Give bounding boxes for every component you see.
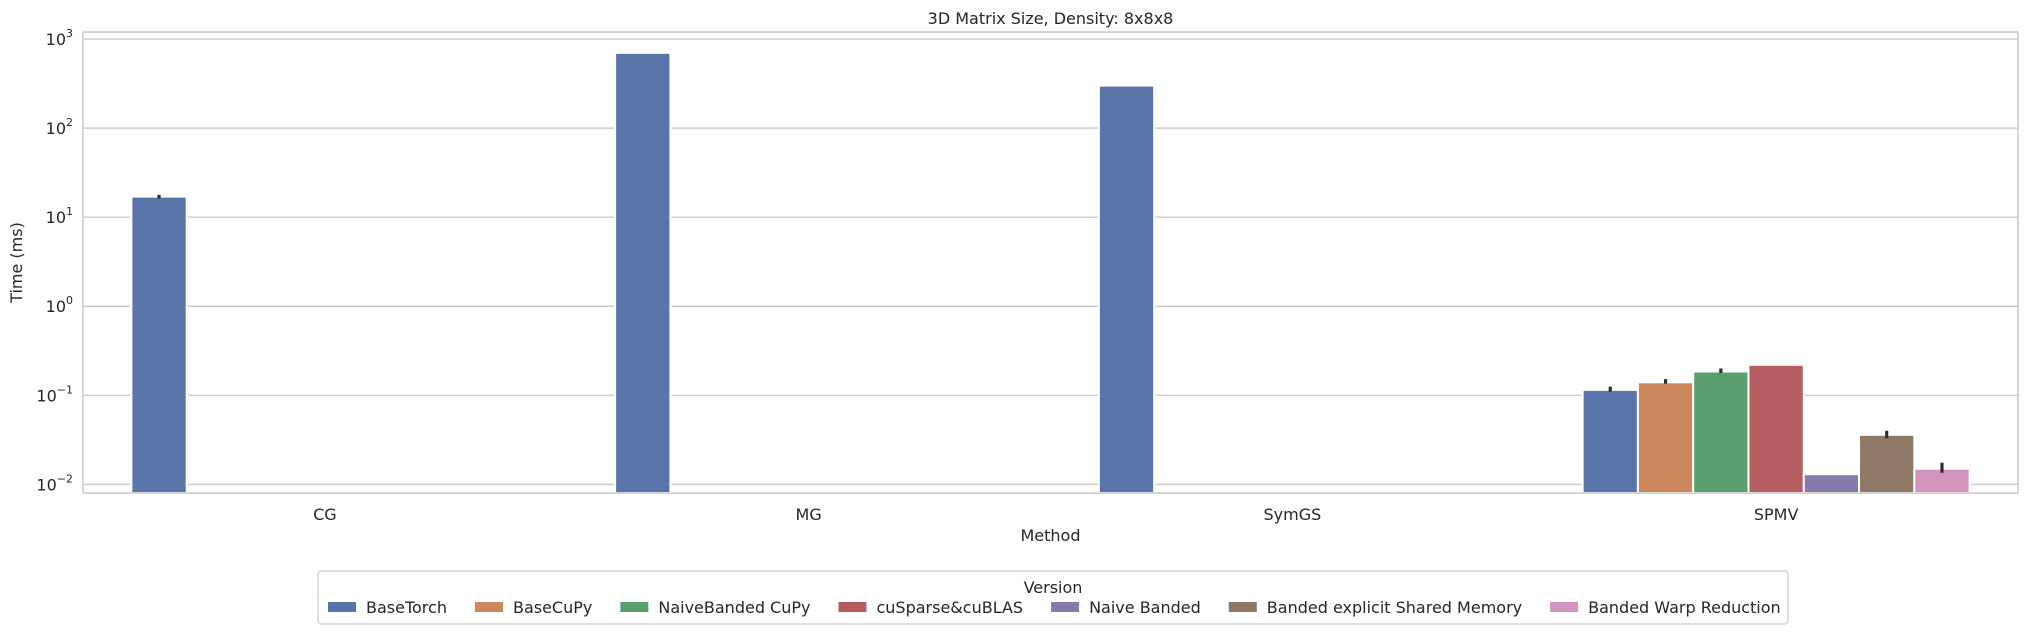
bar-basetorch-mg bbox=[614, 51, 672, 494]
y-tick-exponent: −1 bbox=[57, 383, 73, 396]
y-tick-label: 101 bbox=[46, 205, 73, 227]
legend-swatch bbox=[474, 602, 503, 612]
y-tick-exponent: 3 bbox=[66, 27, 73, 40]
y-axis-label: Time (ms) bbox=[7, 222, 26, 304]
y-tick-label: 10−1 bbox=[36, 383, 73, 405]
x-tick-label: CG bbox=[313, 505, 337, 524]
legend-swatch bbox=[328, 602, 356, 612]
x-tick-label: SymGS bbox=[1263, 505, 1321, 524]
legend-box bbox=[317, 570, 1789, 625]
legend-swatch bbox=[1228, 602, 1257, 612]
bar-basetorch-cg bbox=[130, 195, 188, 494]
legend-swatch bbox=[620, 602, 649, 612]
legend-label: cuSparse&cuBLAS bbox=[876, 598, 1023, 617]
bar-cusparse-cublas-spmv bbox=[1747, 363, 1805, 495]
bar-basetorch-symgs bbox=[1097, 84, 1156, 494]
y-tick-exponent: 0 bbox=[66, 294, 73, 307]
legend-items: BaseTorch BaseCuPy NaiveBanded CuPy cuSpars… bbox=[328, 598, 1781, 617]
x-axis-label: Method bbox=[1020, 526, 1080, 545]
chart-title: 3D Matrix Size, Density: 8x8x8 bbox=[928, 9, 1174, 28]
x-tick-label: MG bbox=[796, 505, 822, 524]
legend-title: Version bbox=[1024, 578, 1083, 597]
y-tick-base: 10 bbox=[46, 30, 66, 49]
y-tick-label: 10−2 bbox=[36, 472, 73, 494]
legend-swatch bbox=[838, 602, 867, 612]
legend-label: Banded explicit Shared Memory bbox=[1267, 598, 1522, 617]
y-tick-label: 102 bbox=[46, 116, 73, 138]
bars bbox=[130, 51, 1971, 495]
legend-label: BaseCuPy bbox=[513, 598, 592, 617]
legend: Version BaseTorch BaseCuPy NaiveBanded CuP… bbox=[317, 570, 1789, 625]
bar-banded-explicit-shared-memory-spmv bbox=[1858, 433, 1916, 495]
y-tick-exponent: 1 bbox=[66, 205, 73, 218]
legend-label: Naive Banded bbox=[1089, 598, 1201, 617]
y-tick-exponent: −2 bbox=[57, 472, 73, 485]
bar-basecupy-spmv bbox=[1636, 381, 1695, 494]
x-tick-label: SPMV bbox=[1754, 505, 1799, 524]
legend-label: Banded Warp Reduction bbox=[1588, 598, 1781, 617]
y-tick-label: 100 bbox=[46, 294, 73, 316]
legend-label: BaseTorch bbox=[366, 598, 447, 617]
plot-frame bbox=[82, 31, 2019, 494]
bar-naive-banded-spmv bbox=[1802, 473, 1861, 495]
bar-basetorch-spmv bbox=[1581, 388, 1639, 494]
y-tick-base: 10 bbox=[46, 119, 66, 138]
legend-swatch bbox=[1550, 602, 1579, 612]
y-tick-base: 10 bbox=[36, 475, 56, 494]
legend-swatch bbox=[1051, 602, 1080, 612]
y-tick-base: 10 bbox=[46, 297, 66, 316]
legend-label: NaiveBanded CuPy bbox=[658, 598, 810, 617]
bar-naivebanded-cupy-spmv bbox=[1692, 370, 1750, 494]
x-tick-labels: CG MG SymGS SPMV bbox=[313, 505, 1798, 524]
y-tick-base: 10 bbox=[36, 386, 56, 405]
y-tick-exponent: 2 bbox=[66, 116, 73, 129]
y-tick-base: 10 bbox=[46, 208, 66, 227]
error-bars bbox=[157, 194, 1944, 473]
y-tick-label: 103 bbox=[46, 27, 73, 49]
